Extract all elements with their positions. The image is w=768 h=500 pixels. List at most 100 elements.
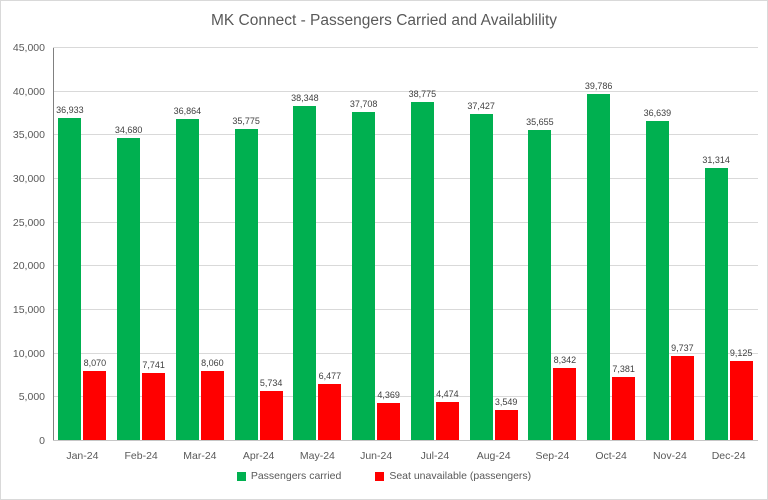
y-axis-label: 15,000 xyxy=(12,304,45,316)
y-axis-label: 10,000 xyxy=(12,347,45,360)
gridline xyxy=(53,221,758,223)
y-axis-label: 25,000 xyxy=(12,216,45,229)
passengers-carried-bar: 36,933 xyxy=(56,105,84,441)
bar-group: 37,427 3,549 xyxy=(464,101,523,441)
y-axis-label: 0 xyxy=(39,435,45,447)
gridline xyxy=(53,352,758,354)
x-axis-label: Oct-24 xyxy=(595,450,627,462)
plot-area: 36,933 8,070 34,680 7,741 36,864 8,060 35,775 5… xyxy=(53,47,758,441)
y-axis-label: 5,000 xyxy=(18,391,45,404)
x-axis-label: Feb-24 xyxy=(124,450,158,462)
x-axis-label: Jan-24 xyxy=(66,450,99,462)
legend-label: Passengers carried xyxy=(250,470,342,482)
seat-unavailable-bar: 7,741 xyxy=(142,360,166,441)
bar-group: 31,314 9,125 xyxy=(699,155,758,441)
bar-value-label: 9,125 xyxy=(729,348,753,359)
gridline xyxy=(53,134,758,136)
bar-value-label: 9,737 xyxy=(671,342,694,353)
legend-item: Passengers carried xyxy=(236,470,342,482)
y-axis-label: 35,000 xyxy=(12,129,45,142)
gridline xyxy=(53,47,758,48)
bar-group: 36,639 9,737 xyxy=(641,108,700,441)
bar-value-label: 35,655 xyxy=(526,116,554,127)
bar-value-label: 3,549 xyxy=(494,397,518,408)
passengers-carried-bar: 36,639 xyxy=(644,108,671,441)
legend-swatch xyxy=(236,471,246,481)
seat-unavailable-bar: 5,734 xyxy=(259,378,283,441)
legend-label: Seat unavailable (passengers) xyxy=(389,470,532,482)
y-axis-label: 45,000 xyxy=(12,42,45,54)
seat-unavailable-bar: 9,125 xyxy=(729,348,753,441)
x-axis-label: Dec-24 xyxy=(711,450,746,462)
legend: Passengers carried Seat unavailable (pass… xyxy=(1,470,767,482)
legend-swatch xyxy=(375,471,385,481)
x-axis-label: Apr-24 xyxy=(242,450,275,462)
gridline xyxy=(53,396,758,398)
bar-value-label: 36,864 xyxy=(173,106,202,117)
passengers-carried-bar: 39,786 xyxy=(585,81,612,441)
bar-value-label: 38,348 xyxy=(291,93,319,104)
seat-unavailable-bar: 9,737 xyxy=(670,343,694,441)
bar-value-label: 8,060 xyxy=(201,357,224,368)
bar-value-label: 38,775 xyxy=(408,89,437,100)
seat-unavailable-bar: 8,060 xyxy=(200,358,224,441)
bar-group: 36,864 8,060 xyxy=(171,106,230,441)
bar-value-label: 4,369 xyxy=(377,389,400,400)
bar-value-label: 4,474 xyxy=(436,388,459,399)
bar-group: 35,655 8,342 xyxy=(523,117,582,441)
passengers-carried-bar: 35,655 xyxy=(526,117,554,441)
x-axis-label: Jun-24 xyxy=(360,450,393,462)
seat-unavailable-bar: 8,342 xyxy=(553,355,577,441)
y-axis-label: 30,000 xyxy=(12,173,45,185)
bar-group: 34,680 7,741 xyxy=(112,125,171,441)
x-axis-label: Jul-24 xyxy=(420,450,450,462)
gridline xyxy=(53,309,758,310)
bar-value-label: 5,734 xyxy=(259,377,283,388)
passengers-carried-bar: 38,348 xyxy=(291,93,319,441)
seat-unavailable-bar: 4,369 xyxy=(377,390,401,441)
bar-value-label: 39,786 xyxy=(584,80,613,91)
passengers-carried-bar: 37,427 xyxy=(467,101,495,441)
gridline xyxy=(53,265,758,267)
bar-value-label: 36,639 xyxy=(643,108,672,119)
bar-value-label: 6,477 xyxy=(318,371,342,382)
y-axis-line xyxy=(53,48,54,441)
passengers-carried-bar: 36,864 xyxy=(174,106,201,441)
passengers-carried-bar: 35,775 xyxy=(232,116,260,441)
bar-value-label: 8,342 xyxy=(553,355,577,366)
y-axis-label: 40,000 xyxy=(12,85,45,98)
chart-title: MK Connect - Passengers Carried and Avai… xyxy=(210,12,558,29)
legend-item: Seat unavailable (passengers) xyxy=(375,470,531,482)
x-axis-label: Mar-24 xyxy=(183,450,217,462)
seat-unavailable-bar: 6,477 xyxy=(318,371,342,441)
gridline xyxy=(53,90,758,92)
seat-unavailable-bar: 8,070 xyxy=(83,358,107,441)
bar-group: 37,708 4,369 xyxy=(347,99,406,441)
passengers-carried-bar: 34,680 xyxy=(115,125,142,441)
passengers-carried-bar: 38,775 xyxy=(409,89,436,441)
bar-value-label: 34,680 xyxy=(114,125,143,136)
seat-unavailable-bar: 7,381 xyxy=(612,364,636,441)
bar-value-label: 37,427 xyxy=(467,101,495,112)
bar-group: 39,786 7,381 xyxy=(582,81,641,441)
y-axis-label: 20,000 xyxy=(12,260,45,273)
bar-value-label: 31,314 xyxy=(702,154,730,165)
seat-unavailable-bar: 3,549 xyxy=(494,397,518,441)
x-axis-label: Sep-24 xyxy=(535,450,570,462)
x-axis-line xyxy=(53,440,758,441)
bar-group: 38,348 6,477 xyxy=(288,93,347,441)
passengers-carried-bar: 31,314 xyxy=(702,155,730,441)
bar-value-label: 7,741 xyxy=(142,360,165,371)
seat-unavailable-bar: 4,474 xyxy=(435,389,459,441)
bar-value-label: 37,708 xyxy=(349,98,378,109)
bar-value-label: 36,933 xyxy=(56,105,84,116)
bar-group: 38,775 4,474 xyxy=(406,89,465,441)
bar-value-label: 8,070 xyxy=(83,357,107,368)
bar-group: 36,933 8,070 xyxy=(53,105,112,441)
gridline xyxy=(53,178,758,179)
passengers-carried-bar: 37,708 xyxy=(350,99,377,441)
x-axis-label: Nov-24 xyxy=(652,450,687,462)
bar-value-label: 35,775 xyxy=(232,115,260,126)
bar-group: 35,775 5,734 xyxy=(229,116,288,441)
